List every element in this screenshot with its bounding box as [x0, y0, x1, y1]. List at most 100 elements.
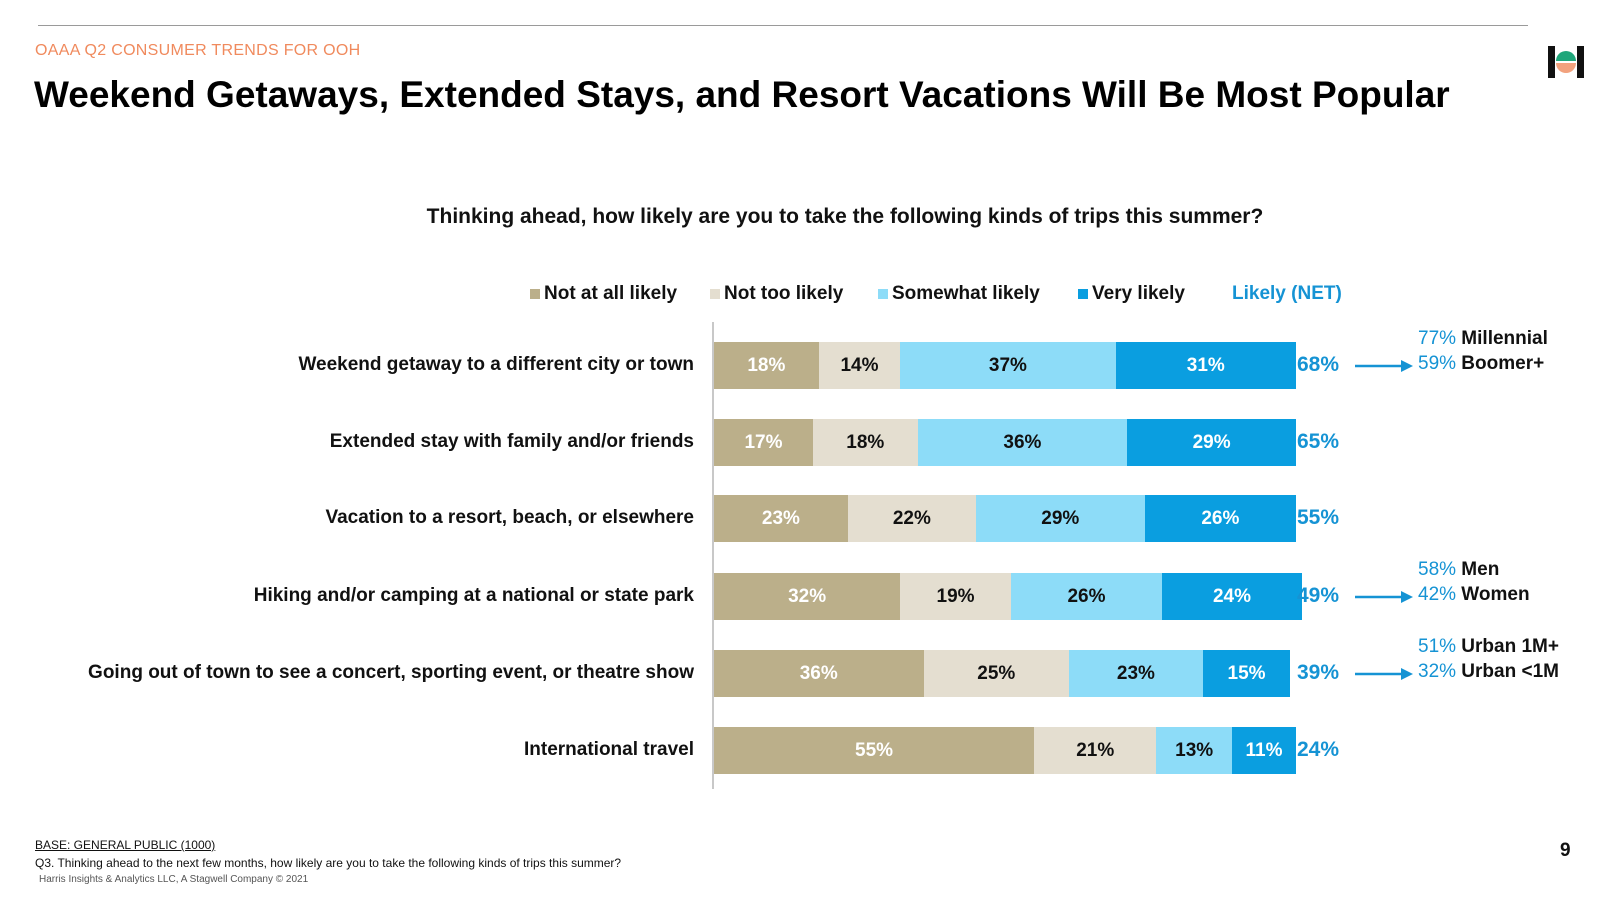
bar-segment-not-at-all-likely: 23%	[714, 495, 848, 542]
callout-arrow-icon	[1355, 668, 1413, 680]
bar-segment-very-likely: 24%	[1162, 573, 1302, 620]
callout-percent: 42%	[1418, 584, 1457, 605]
data-label: 26%	[1201, 507, 1240, 529]
legend-net-heading: Likely (NET)	[1232, 283, 1342, 304]
callout-line: 32% Urban <1M	[1418, 659, 1559, 684]
bar-segment-not-too-likely: 22%	[847, 495, 976, 542]
question-note: Q3. Thinking ahead to the next few month…	[35, 856, 622, 870]
copyright-note: Harris Insights & Analytics LLC, A Stagw…	[39, 874, 309, 885]
data-label: 29%	[1192, 431, 1231, 453]
bar-segment-very-likely: 15%	[1202, 650, 1291, 697]
net-likely-value: 55%	[1297, 506, 1340, 529]
callout-group-label: Boomer+	[1456, 353, 1545, 374]
callout-arrow-icon	[1355, 360, 1413, 372]
data-label: 14%	[840, 354, 879, 376]
bar-segment-very-likely: 26%	[1144, 495, 1296, 542]
stacked-bar-row: 36% 25% 23% 15%	[714, 650, 1296, 697]
data-label: 26%	[1067, 585, 1106, 607]
subgroup-callout: 58% Men 42% Women	[1418, 557, 1530, 607]
legend-label: Not at all likely	[544, 283, 678, 304]
net-likely-value: 39%	[1297, 661, 1340, 684]
bar-segment-somewhat-likely: 26%	[1010, 573, 1163, 620]
bar-segment-very-likely: 29%	[1127, 419, 1296, 466]
legend-item-not-at-all-likely: Not at all likely	[530, 283, 677, 305]
callout-group-label: Men	[1456, 559, 1500, 580]
bar-segment-not-at-all-likely: 36%	[714, 650, 924, 697]
net-likely-value: 65%	[1297, 430, 1340, 453]
callout-group-label: Urban 1M+	[1456, 636, 1559, 657]
callout-line: 58% Men	[1418, 557, 1530, 582]
data-label: 29%	[1041, 507, 1080, 529]
bar-segment-not-too-likely: 18%	[812, 419, 918, 466]
category-axis-line	[712, 322, 714, 789]
category-label: Extended stay with family and/or friends	[329, 431, 694, 452]
harris-logo-icon	[1548, 46, 1584, 78]
net-likely-value: 68%	[1297, 353, 1340, 376]
data-label: 23%	[1116, 662, 1155, 684]
callout-group-label: Urban <1M	[1456, 661, 1559, 682]
category-label: Vacation to a resort, beach, or elsewher…	[325, 507, 694, 528]
callout-percent: 58%	[1418, 559, 1457, 580]
subgroup-callout: 51% Urban 1M+ 32% Urban <1M	[1418, 634, 1559, 684]
legend-item-very-likely: Very likely	[1078, 283, 1185, 305]
callout-line: 42% Women	[1418, 582, 1530, 607]
legend-swatch	[1078, 289, 1088, 299]
data-label: 37%	[988, 354, 1027, 376]
data-label: 19%	[936, 585, 975, 607]
bar-segment-not-at-all-likely: 55%	[714, 727, 1035, 774]
bar-segment-very-likely: 31%	[1115, 342, 1296, 389]
bar-segment-not-at-all-likely: 18%	[714, 342, 819, 389]
page-number: 9	[1560, 840, 1571, 861]
bar-segment-somewhat-likely: 29%	[975, 495, 1145, 542]
bar-segment-somewhat-likely: 36%	[917, 419, 1128, 466]
data-label: 36%	[799, 662, 838, 684]
data-label: 18%	[846, 431, 885, 453]
callout-arrow-icon	[1355, 591, 1413, 603]
stacked-bar-row: 23% 22% 29% 26%	[714, 495, 1296, 542]
bar-segment-not-too-likely: 19%	[900, 573, 1011, 620]
bar-segment-somewhat-likely: 37%	[900, 342, 1116, 389]
callout-group-label: Women	[1456, 584, 1530, 605]
stacked-bar-row: 55% 21% 13% 11%	[714, 727, 1296, 774]
category-label: Weekend getaway to a different city or t…	[298, 354, 694, 375]
bar-segment-very-likely: 11%	[1231, 727, 1296, 774]
legend-swatch	[710, 289, 720, 299]
legend-swatch	[878, 289, 888, 299]
data-label: 31%	[1186, 354, 1225, 376]
data-label: 23%	[761, 507, 800, 529]
chart-question: Thinking ahead, how likely are you to ta…	[426, 205, 1264, 228]
callout-group-label: Millennial	[1456, 328, 1548, 349]
category-label: International travel	[524, 739, 694, 760]
data-label: 11%	[1245, 739, 1283, 761]
base-note: BASE: GENERAL PUBLIC (1000)	[35, 838, 216, 852]
data-label: 32%	[788, 585, 827, 607]
bar-segment-not-too-likely: 21%	[1034, 727, 1157, 774]
callout-line: 77% Millennial	[1418, 326, 1548, 351]
stacked-bar-row: 17% 18% 36% 29%	[714, 419, 1296, 466]
legend-label: Somewhat likely	[892, 283, 1040, 304]
category-label: Going out of town to see a concert, spor…	[88, 662, 694, 683]
stacked-bar-row: 18% 14% 37% 31%	[714, 342, 1296, 389]
bar-segment-somewhat-likely: 23%	[1069, 650, 1203, 697]
callout-percent: 59%	[1418, 353, 1457, 374]
data-label: 25%	[977, 662, 1016, 684]
top-divider	[38, 25, 1528, 26]
legend-item-somewhat-likely: Somewhat likely	[878, 283, 1040, 305]
stacked-bar-row: 32% 19% 26% 24%	[714, 573, 1302, 620]
net-likely-value: 49%	[1297, 584, 1340, 607]
legend-swatch	[530, 289, 540, 299]
bar-segment-not-too-likely: 14%	[818, 342, 901, 389]
net-likely-value: 24%	[1297, 738, 1340, 761]
data-label: 55%	[855, 739, 894, 761]
bar-segment-somewhat-likely: 13%	[1156, 727, 1232, 774]
legend-item-not-too-likely: Not too likely	[710, 283, 843, 305]
bar-segment-not-at-all-likely: 32%	[714, 573, 901, 620]
callout-percent: 32%	[1418, 661, 1457, 682]
callout-percent: 77%	[1418, 328, 1457, 349]
data-label: 15%	[1227, 662, 1266, 684]
data-label: 24%	[1212, 585, 1251, 607]
data-label: 21%	[1076, 739, 1115, 761]
data-label: 22%	[892, 507, 931, 529]
legend-label: Not too likely	[724, 283, 844, 304]
section-eyebrow: OAAA Q2 CONSUMER TRENDS FOR OOH	[35, 42, 361, 59]
